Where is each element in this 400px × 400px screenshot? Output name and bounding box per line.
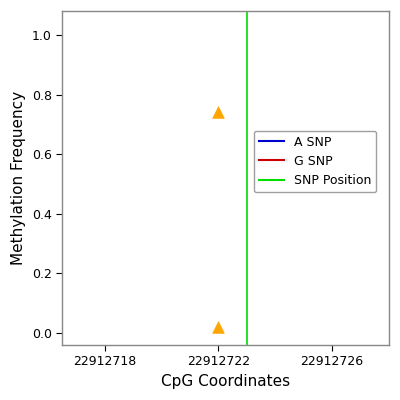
Legend: A SNP, G SNP, SNP Position: A SNP, G SNP, SNP Position [254, 130, 376, 192]
Point [215, 324, 222, 330]
Point [215, 109, 222, 116]
X-axis label: CpG Coordinates: CpG Coordinates [161, 374, 290, 389]
Y-axis label: Methylation Frequency: Methylation Frequency [11, 91, 26, 265]
